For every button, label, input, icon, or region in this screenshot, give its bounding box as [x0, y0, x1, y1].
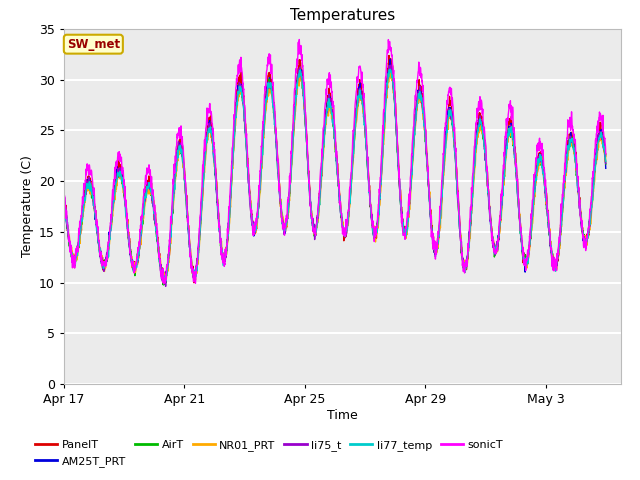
- X-axis label: Time: Time: [327, 409, 358, 422]
- NR01_PRT: [528, 228, 536, 233]
- PanelT: [385, 53, 393, 59]
- li77_temp: [602, 158, 609, 164]
- NR01_PRT: [293, 90, 301, 96]
- li77_temp: [161, 279, 168, 285]
- PanelT: [409, 148, 417, 154]
- Title: Temperatures: Temperatures: [290, 9, 395, 24]
- AM25T_PRT: [293, 80, 301, 86]
- li75_t: [387, 62, 395, 68]
- PanelT: [92, 213, 100, 218]
- Legend: PanelT, AM25T_PRT, AirT, NR01_PRT, li75_t, li77_temp, sonicT: PanelT, AM25T_PRT, AirT, NR01_PRT, li75_…: [31, 436, 508, 471]
- PanelT: [160, 280, 168, 286]
- li75_t: [301, 120, 309, 126]
- sonicT: [296, 36, 303, 42]
- PanelT: [60, 187, 68, 192]
- sonicT: [409, 133, 417, 139]
- NR01_PRT: [301, 120, 309, 126]
- AirT: [293, 85, 301, 91]
- li77_temp: [528, 224, 536, 230]
- li77_temp: [293, 81, 301, 87]
- AirT: [385, 63, 393, 69]
- li75_t: [293, 84, 301, 90]
- NR01_PRT: [387, 65, 395, 71]
- li75_t: [528, 216, 536, 222]
- Line: AM25T_PRT: AM25T_PRT: [64, 59, 605, 285]
- Text: SW_met: SW_met: [67, 37, 120, 51]
- AirT: [159, 282, 167, 288]
- AM25T_PRT: [349, 157, 356, 163]
- li75_t: [409, 153, 417, 159]
- sonicT: [92, 211, 100, 216]
- AM25T_PRT: [92, 221, 100, 227]
- PanelT: [293, 83, 301, 88]
- PanelT: [602, 151, 609, 157]
- li77_temp: [301, 120, 309, 126]
- PanelT: [301, 114, 309, 120]
- li77_temp: [386, 66, 394, 72]
- AirT: [409, 149, 417, 155]
- AM25T_PRT: [301, 123, 309, 129]
- li75_t: [92, 222, 100, 228]
- li75_t: [602, 160, 609, 166]
- AirT: [349, 160, 356, 166]
- NR01_PRT: [602, 154, 609, 159]
- sonicT: [302, 118, 310, 123]
- Line: PanelT: PanelT: [64, 56, 605, 283]
- AirT: [301, 124, 309, 130]
- li77_temp: [349, 158, 356, 164]
- AirT: [60, 192, 68, 198]
- AirT: [602, 161, 609, 167]
- AM25T_PRT: [387, 56, 394, 62]
- NR01_PRT: [409, 158, 417, 164]
- li75_t: [162, 284, 170, 289]
- AM25T_PRT: [528, 221, 536, 227]
- AM25T_PRT: [409, 147, 417, 153]
- NR01_PRT: [60, 196, 68, 202]
- sonicT: [60, 180, 68, 186]
- sonicT: [602, 151, 609, 156]
- AM25T_PRT: [160, 282, 168, 288]
- li77_temp: [409, 156, 417, 162]
- AirT: [92, 218, 100, 224]
- AirT: [528, 220, 536, 226]
- Line: NR01_PRT: NR01_PRT: [64, 68, 605, 283]
- PanelT: [349, 154, 356, 160]
- NR01_PRT: [159, 280, 167, 286]
- PanelT: [528, 213, 536, 219]
- li77_temp: [60, 198, 68, 204]
- li75_t: [349, 158, 356, 164]
- NR01_PRT: [349, 167, 356, 172]
- sonicT: [160, 281, 168, 287]
- Line: AirT: AirT: [64, 66, 605, 285]
- Line: li77_temp: li77_temp: [64, 69, 605, 282]
- sonicT: [528, 212, 536, 218]
- sonicT: [349, 130, 356, 136]
- Line: li75_t: li75_t: [64, 65, 605, 287]
- Line: sonicT: sonicT: [64, 39, 605, 284]
- AM25T_PRT: [602, 166, 609, 171]
- AM25T_PRT: [60, 198, 68, 204]
- li77_temp: [92, 217, 100, 223]
- li75_t: [60, 195, 68, 201]
- NR01_PRT: [92, 215, 100, 220]
- sonicT: [293, 56, 301, 62]
- Y-axis label: Temperature (C): Temperature (C): [20, 156, 33, 257]
